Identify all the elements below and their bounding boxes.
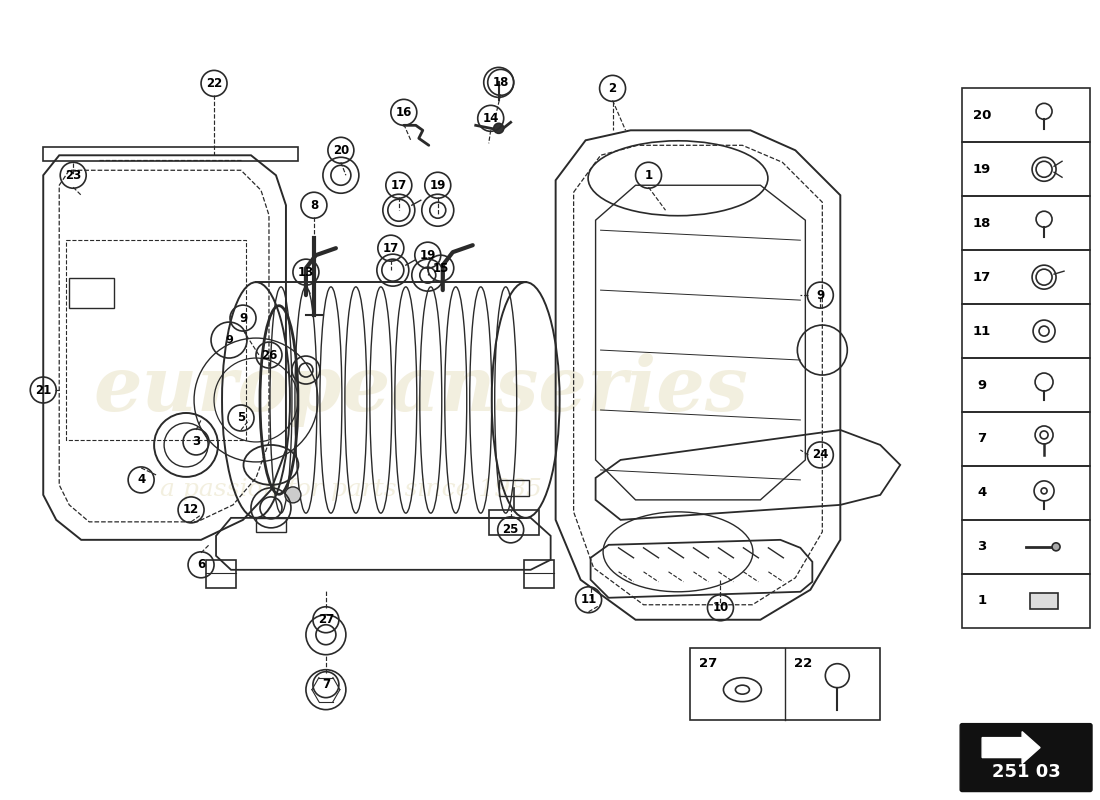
Text: 9: 9 <box>226 335 233 345</box>
Text: 22: 22 <box>794 657 813 670</box>
Text: 9: 9 <box>978 378 987 391</box>
Text: 4: 4 <box>978 486 987 499</box>
Circle shape <box>494 123 504 134</box>
Bar <box>962 142 1090 196</box>
Text: europeanseries: europeanseries <box>94 353 748 427</box>
Text: 17: 17 <box>390 178 407 192</box>
Text: 19: 19 <box>974 162 991 176</box>
Bar <box>69 278 114 308</box>
Text: 9: 9 <box>239 311 248 325</box>
Bar <box>43 147 298 162</box>
Text: 3: 3 <box>192 435 200 449</box>
Text: 22: 22 <box>206 77 222 90</box>
Text: 8: 8 <box>310 198 318 212</box>
Text: 27: 27 <box>700 657 717 670</box>
Circle shape <box>285 487 301 503</box>
Bar <box>524 560 553 588</box>
Text: 11: 11 <box>581 594 596 606</box>
Text: 13: 13 <box>298 266 315 278</box>
Text: 20: 20 <box>974 109 991 122</box>
Bar <box>256 518 286 532</box>
Bar <box>206 560 236 588</box>
Text: 4: 4 <box>138 474 145 486</box>
Text: 10: 10 <box>713 602 728 614</box>
Polygon shape <box>982 732 1041 763</box>
Text: 9: 9 <box>816 289 825 302</box>
Text: 25: 25 <box>503 523 519 536</box>
Text: 3: 3 <box>978 540 987 554</box>
Text: 17: 17 <box>383 242 399 254</box>
FancyBboxPatch shape <box>960 724 1092 791</box>
Text: 27: 27 <box>318 614 334 626</box>
Bar <box>962 196 1090 250</box>
Text: 26: 26 <box>261 349 277 362</box>
Text: 7: 7 <box>322 678 330 691</box>
Text: 24: 24 <box>812 449 828 462</box>
Bar <box>962 358 1090 412</box>
Bar <box>962 88 1090 142</box>
Text: 1: 1 <box>978 594 987 607</box>
Text: 11: 11 <box>974 325 991 338</box>
Text: 18: 18 <box>493 76 509 89</box>
Bar <box>962 412 1090 466</box>
Bar <box>66 240 246 440</box>
Bar <box>962 304 1090 358</box>
Bar <box>488 510 539 535</box>
Bar <box>498 480 529 496</box>
Text: 21: 21 <box>35 383 52 397</box>
Text: 19: 19 <box>430 178 446 192</box>
Text: 14: 14 <box>483 112 499 125</box>
Text: 20: 20 <box>333 144 349 157</box>
Text: 19: 19 <box>419 249 436 262</box>
Circle shape <box>1052 543 1060 551</box>
Text: 251 03: 251 03 <box>992 762 1060 781</box>
Text: 2: 2 <box>608 82 617 95</box>
Text: 23: 23 <box>65 169 81 182</box>
Text: a passion for parts since 1985: a passion for parts since 1985 <box>160 478 542 502</box>
Bar <box>962 574 1090 628</box>
Text: 16: 16 <box>396 106 412 119</box>
Text: 6: 6 <box>197 558 206 571</box>
Text: 15: 15 <box>432 262 449 274</box>
Text: 5: 5 <box>236 411 245 425</box>
Text: 7: 7 <box>978 433 987 446</box>
Bar <box>1030 593 1058 609</box>
Text: 17: 17 <box>974 270 991 284</box>
Bar <box>962 466 1090 520</box>
Bar <box>691 648 880 720</box>
Text: 12: 12 <box>183 503 199 516</box>
Bar <box>962 520 1090 574</box>
Text: 1: 1 <box>645 169 652 182</box>
Bar <box>962 250 1090 304</box>
Text: 18: 18 <box>974 217 991 230</box>
